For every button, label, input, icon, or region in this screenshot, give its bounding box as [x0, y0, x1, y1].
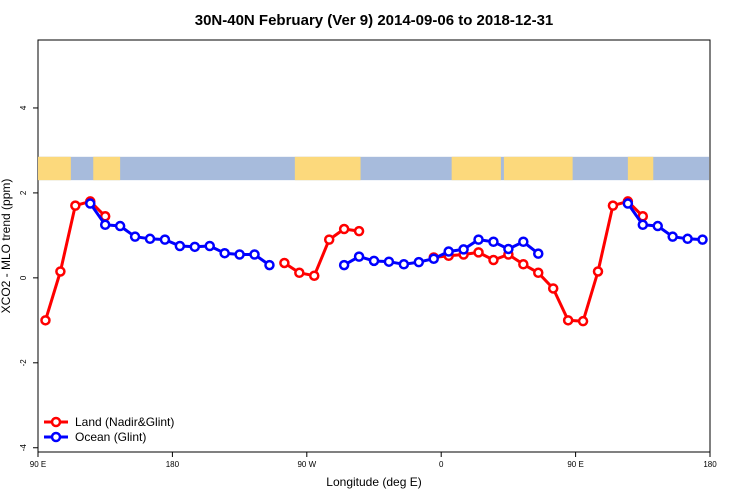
legend: Land (Nadir&Glint)Ocean (Glint)	[44, 415, 174, 444]
series-line	[44, 199, 107, 321]
y-tick-label: 2	[19, 190, 28, 195]
data-point	[682, 233, 693, 245]
data-point	[622, 198, 634, 209]
data-point	[458, 244, 469, 255]
y-tick-label: 0	[19, 275, 28, 280]
plot-frame	[37, 39, 711, 453]
data-point	[637, 219, 649, 231]
land-mass	[451, 156, 501, 181]
data-point	[518, 236, 529, 248]
data-point	[279, 257, 290, 269]
data-point	[547, 283, 559, 294]
data-point	[577, 315, 589, 327]
series-line	[433, 199, 644, 323]
data-point	[652, 220, 663, 232]
data-point	[129, 231, 141, 242]
data-point	[174, 240, 186, 252]
data-point	[189, 241, 201, 253]
data-point	[353, 251, 365, 262]
axes: 90 E 180 90 W 0 90 E 180 -4 -2 0 2 4	[19, 105, 717, 469]
data-point	[443, 246, 454, 257]
legend-label: Ocean (Glint)	[75, 430, 146, 444]
data-point	[667, 231, 678, 242]
land-mass	[93, 156, 121, 181]
data-point	[70, 200, 81, 211]
land-mass	[38, 156, 71, 181]
series-0	[40, 196, 649, 327]
data-point	[338, 223, 350, 235]
series-1	[85, 198, 708, 271]
ocean-band	[39, 156, 709, 181]
data-point	[249, 249, 260, 260]
data-point	[309, 270, 320, 281]
data-point	[55, 266, 66, 277]
data-point	[264, 259, 275, 271]
data-point	[518, 259, 529, 270]
data-point	[413, 256, 425, 268]
data-point	[697, 234, 708, 245]
data-point	[144, 233, 156, 245]
y-tick-label: -4	[19, 444, 28, 452]
x-tick-label: 180	[703, 460, 717, 469]
legend-label: Land (Nadir&Glint)	[75, 415, 174, 429]
data-point	[473, 247, 484, 258]
x-tick-label: 180	[166, 460, 180, 469]
data-point	[85, 198, 96, 209]
x-tick-label: 90 E	[30, 460, 46, 469]
data-point	[294, 267, 305, 279]
x-tick-label: 0	[439, 460, 444, 469]
y-tick-label: -2	[19, 359, 28, 367]
data-point	[40, 315, 51, 326]
data-point	[503, 243, 514, 255]
x-tick-label: 90 W	[297, 460, 316, 469]
data-point	[234, 249, 245, 260]
x-axis-label: Longitude (deg E)	[326, 475, 421, 489]
data-point	[533, 267, 544, 279]
y-axis-label: XCO2 - MLO trend (ppm)	[0, 179, 13, 314]
y-tick-label: 4	[19, 105, 28, 110]
land-mass	[294, 156, 361, 181]
data-point	[428, 253, 439, 264]
data-point	[114, 220, 126, 232]
data-point	[353, 225, 365, 237]
data-point	[323, 234, 335, 245]
data-point	[533, 248, 544, 259]
data-point	[473, 234, 484, 245]
data-point	[338, 259, 350, 271]
data-point	[398, 259, 410, 270]
legend-marker	[50, 416, 62, 428]
legend-marker	[50, 431, 62, 443]
chart-title: 30N-40N February (Ver 9) 2014-09-06 to 2…	[195, 12, 554, 29]
data-point	[592, 266, 604, 277]
data-point	[99, 219, 111, 231]
data-point	[204, 240, 215, 252]
land-mass	[627, 156, 654, 181]
series-layer	[40, 196, 708, 327]
data-point	[488, 254, 499, 266]
data-point	[159, 234, 171, 245]
data-point	[607, 200, 619, 211]
data-point	[368, 255, 380, 267]
land-mask-strip	[38, 156, 709, 181]
data-point	[562, 315, 574, 326]
x-tick-label: 90 E	[567, 460, 583, 469]
data-point	[488, 236, 499, 248]
land-mass	[503, 156, 573, 181]
data-point	[383, 256, 395, 267]
data-point	[219, 247, 230, 259]
